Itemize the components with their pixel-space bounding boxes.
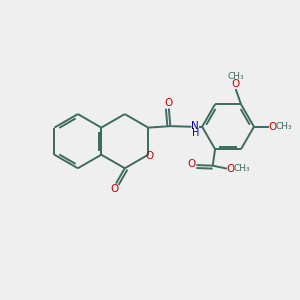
Text: O: O: [269, 122, 277, 132]
Text: O: O: [111, 184, 119, 194]
Text: CH₃: CH₃: [275, 122, 292, 131]
Text: CH₃: CH₃: [228, 72, 244, 81]
Text: N: N: [191, 121, 199, 131]
Text: O: O: [227, 164, 235, 174]
Text: O: O: [165, 98, 173, 109]
Text: O: O: [145, 151, 154, 161]
Text: CH₃: CH₃: [234, 164, 250, 173]
Text: O: O: [232, 79, 240, 89]
Text: H: H: [192, 128, 199, 138]
Text: O: O: [188, 160, 196, 170]
